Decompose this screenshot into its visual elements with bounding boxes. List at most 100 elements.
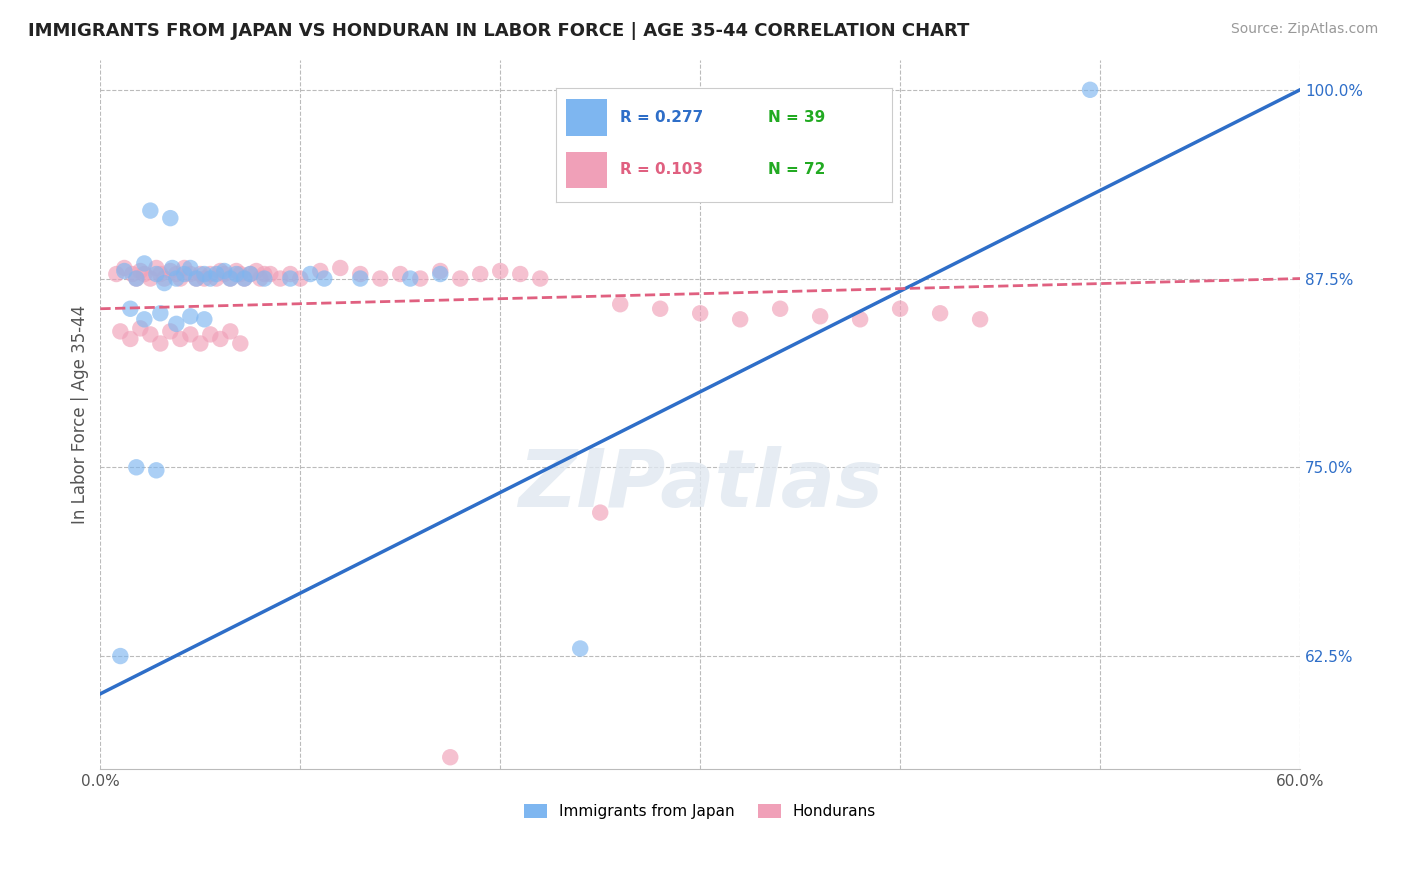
Point bbox=[609, 297, 631, 311]
Point bbox=[200, 267, 222, 281]
Point bbox=[214, 267, 236, 281]
Point bbox=[368, 271, 391, 285]
Point bbox=[125, 271, 148, 285]
Point bbox=[112, 260, 135, 275]
Point bbox=[470, 267, 492, 281]
Point bbox=[120, 301, 142, 316]
Text: Source: ZipAtlas.com: Source: ZipAtlas.com bbox=[1230, 22, 1378, 37]
Point bbox=[186, 271, 208, 285]
Point bbox=[245, 264, 267, 278]
Point bbox=[409, 271, 432, 285]
Point bbox=[188, 267, 211, 281]
Point bbox=[173, 267, 195, 281]
Point bbox=[219, 271, 242, 285]
Point bbox=[159, 264, 181, 278]
Point bbox=[329, 260, 352, 275]
Point bbox=[205, 267, 228, 281]
Point bbox=[145, 260, 167, 275]
Point bbox=[179, 310, 201, 324]
Point bbox=[179, 260, 201, 275]
Point bbox=[159, 211, 181, 226]
Point bbox=[349, 267, 371, 281]
Point bbox=[153, 276, 176, 290]
Text: ZIPatlas: ZIPatlas bbox=[517, 446, 883, 524]
Point bbox=[399, 271, 422, 285]
Point bbox=[165, 267, 187, 281]
Point bbox=[314, 271, 336, 285]
Point bbox=[229, 267, 252, 281]
Point bbox=[110, 325, 132, 339]
Y-axis label: In Labor Force | Age 35-44: In Labor Force | Age 35-44 bbox=[72, 305, 89, 524]
Point bbox=[269, 271, 291, 285]
Point bbox=[589, 506, 612, 520]
Point bbox=[193, 267, 215, 281]
Point bbox=[165, 317, 187, 331]
Point bbox=[139, 203, 162, 218]
Point bbox=[134, 256, 156, 270]
Text: IMMIGRANTS FROM JAPAN VS HONDURAN IN LABOR FORCE | AGE 35-44 CORRELATION CHART: IMMIGRANTS FROM JAPAN VS HONDURAN IN LAB… bbox=[28, 22, 970, 40]
Point bbox=[278, 271, 301, 285]
Point bbox=[149, 306, 172, 320]
Point bbox=[728, 312, 751, 326]
Point bbox=[969, 312, 991, 326]
Point bbox=[225, 267, 247, 281]
Point bbox=[929, 306, 952, 320]
Point bbox=[249, 271, 271, 285]
Point bbox=[120, 332, 142, 346]
Point bbox=[808, 310, 831, 324]
Point bbox=[169, 271, 191, 285]
Point bbox=[129, 321, 152, 335]
Point bbox=[112, 264, 135, 278]
Point bbox=[209, 264, 232, 278]
Point bbox=[299, 267, 322, 281]
Point bbox=[650, 301, 672, 316]
Point bbox=[200, 327, 222, 342]
Point bbox=[290, 271, 312, 285]
Point bbox=[239, 267, 262, 281]
Point bbox=[253, 267, 276, 281]
Point bbox=[233, 271, 256, 285]
Point bbox=[769, 301, 792, 316]
Point bbox=[188, 336, 211, 351]
Point bbox=[439, 750, 461, 764]
Point bbox=[129, 264, 152, 278]
Point bbox=[145, 267, 167, 281]
Point bbox=[219, 271, 242, 285]
Point bbox=[105, 267, 128, 281]
Point bbox=[449, 271, 471, 285]
Point bbox=[214, 264, 236, 278]
Point bbox=[259, 267, 281, 281]
Point bbox=[149, 336, 172, 351]
Point bbox=[429, 264, 451, 278]
Point bbox=[186, 271, 208, 285]
Point bbox=[389, 267, 412, 281]
Point bbox=[139, 327, 162, 342]
Point bbox=[125, 460, 148, 475]
Point bbox=[529, 271, 551, 285]
Point bbox=[219, 325, 242, 339]
Point bbox=[110, 648, 132, 663]
Point bbox=[225, 264, 247, 278]
Point bbox=[134, 267, 156, 281]
Point bbox=[173, 260, 195, 275]
Point bbox=[121, 267, 143, 281]
Point bbox=[229, 336, 252, 351]
Point bbox=[193, 271, 215, 285]
Point bbox=[149, 267, 172, 281]
Point bbox=[165, 271, 187, 285]
Point bbox=[889, 301, 911, 316]
Point bbox=[179, 267, 201, 281]
Point bbox=[278, 267, 301, 281]
Point bbox=[205, 271, 228, 285]
Point bbox=[253, 271, 276, 285]
Legend: Immigrants from Japan, Hondurans: Immigrants from Japan, Hondurans bbox=[517, 798, 883, 825]
Point bbox=[125, 271, 148, 285]
Point bbox=[233, 271, 256, 285]
Point bbox=[169, 332, 191, 346]
Point bbox=[153, 271, 176, 285]
Point bbox=[139, 271, 162, 285]
Point bbox=[200, 271, 222, 285]
Point bbox=[569, 641, 592, 656]
Point bbox=[239, 267, 262, 281]
Point bbox=[349, 271, 371, 285]
